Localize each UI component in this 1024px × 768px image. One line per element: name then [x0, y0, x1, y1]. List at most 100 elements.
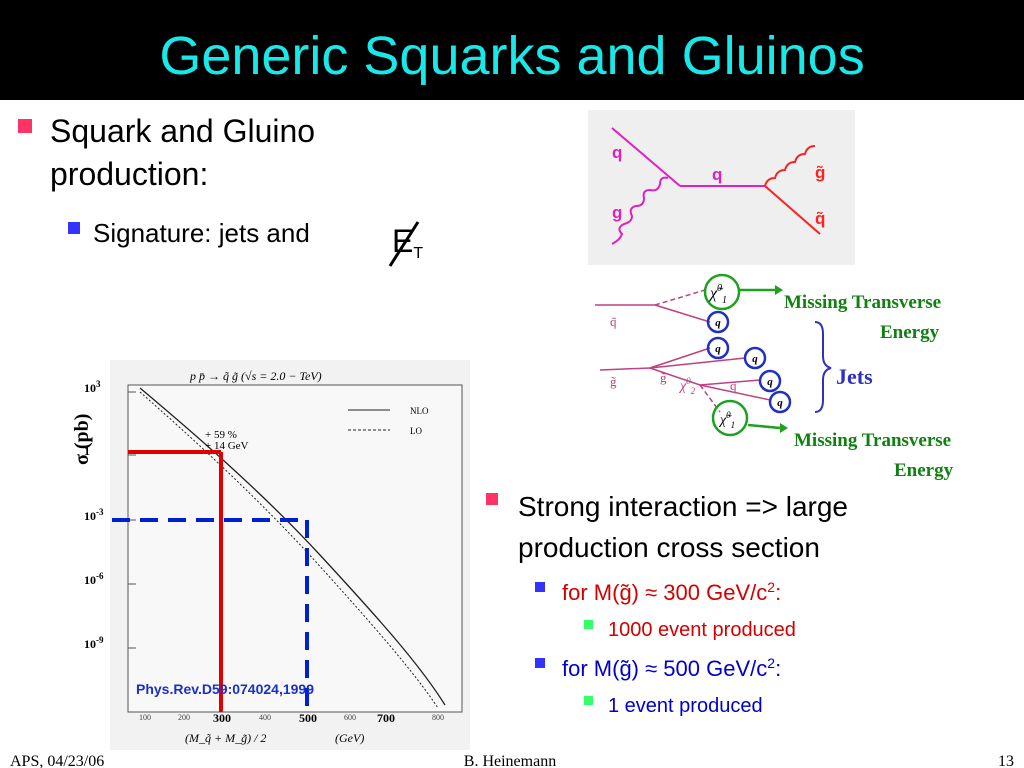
annotation: Missing Transverse [794, 430, 951, 451]
title-bar [0, 0, 1024, 100]
particle-label: g̃ [660, 370, 667, 385]
diagram-label: q [612, 143, 622, 162]
arrow [747, 423, 781, 430]
y-axis-label: σ (pb) [71, 414, 93, 465]
x-axis-label: (M_q̃ + M_g̃) / 2 [185, 731, 266, 745]
chi-sub: 2 [691, 386, 696, 396]
decay-line [699, 384, 771, 401]
bullet-text: production: [50, 156, 208, 192]
chi-sup: 0 [717, 283, 722, 294]
reference: Phys.Rev.D59:074024,1999 [136, 681, 314, 697]
quark-circle [706, 336, 730, 360]
chi-circle [703, 273, 741, 311]
item-main: for M(g̃) ≈ 500 GeV/c [562, 656, 767, 681]
quark-label: q [777, 397, 783, 409]
y-tick-label: 103 [84, 379, 101, 395]
y-tick-label: 10-9 [84, 635, 104, 651]
chi-sub: 1 [731, 420, 736, 430]
decay-line [654, 289, 706, 306]
bullet-icon [584, 620, 593, 629]
arrow-head [780, 423, 788, 433]
squark-line [764, 185, 821, 235]
plot-note: + 14 GeV [205, 440, 249, 452]
x-tick-label: 300 [213, 711, 231, 725]
quark-label: q [767, 376, 773, 388]
decay-line [699, 379, 761, 386]
diagram-label: g̃ [815, 163, 825, 182]
slash [388, 221, 420, 267]
bullet-icon [535, 658, 545, 668]
y-tick-label: 10-6 [84, 571, 104, 587]
quark-circle [706, 310, 730, 334]
diagram-label: g [612, 203, 622, 222]
tick-base: 10 [84, 509, 96, 523]
particle-label: q̃ [610, 314, 617, 329]
chi-sup: 0 [686, 376, 691, 386]
feynman-diagram: q g q g̃ q̃ [588, 110, 855, 265]
x-tick-label: 700 [377, 711, 395, 725]
x-minor-label: 400 [259, 713, 271, 722]
bullet-text: Squark and Gluino [50, 113, 315, 149]
tick-base: 10 [84, 381, 96, 395]
x-ticks: 300 500 700 100 200 400 600 800 [139, 711, 444, 725]
x-minor-label: 200 [178, 713, 190, 722]
diagram-label: q̃ [815, 209, 825, 228]
bullet-text: Strong interaction => large [518, 491, 848, 522]
sub-bullet-text: Signature: jets and [93, 218, 310, 248]
item-sup: 2 [767, 655, 775, 671]
footer-center: B. Heinemann [464, 753, 556, 768]
annotation: Energy [894, 460, 954, 481]
legend-label: LO [410, 426, 422, 436]
legend-label: NLO [410, 406, 429, 416]
chi-sub: 1 [722, 295, 727, 306]
quark-line [611, 127, 681, 187]
footer-left: APS, 04/23/06 [10, 753, 104, 768]
y-tick-label: 1 [84, 444, 90, 458]
chi-label: χ̃01 [708, 283, 727, 306]
quark-label: q [715, 343, 721, 355]
plot-frame [127, 384, 463, 713]
bullet-icon [535, 582, 545, 592]
bullet-text: production cross section [518, 532, 820, 563]
item-text: for M(g̃) ≈ 300 GeV/c2: [562, 579, 781, 605]
chi-label: χ̃02 [678, 376, 696, 396]
gluino-line [764, 145, 816, 187]
missing-et: ET [392, 223, 423, 262]
footer-right: 13 [998, 753, 1014, 768]
gluon-line [611, 176, 669, 245]
diagram-bg [588, 110, 855, 265]
decay-line [649, 367, 701, 386]
x-tick-label: 500 [299, 711, 317, 725]
tick-base: 10 [84, 573, 96, 587]
arrow-head [775, 285, 783, 295]
item-main: for M(g̃) ≈ 300 GeV/c [562, 580, 767, 605]
decay-line [649, 347, 711, 369]
particle-label: g̃ [610, 374, 617, 389]
brace [814, 321, 832, 413]
x-minor-label: 100 [139, 713, 151, 722]
nlo-curve [139, 387, 446, 706]
chi-sup: 0 [726, 410, 731, 420]
plot-formula: p p̄ → q̃ g̃ (√s = 2.0 − TeV) [189, 369, 322, 383]
symbol-sub: T [413, 245, 423, 262]
bullet-icon [18, 119, 32, 133]
tick-exp: -9 [96, 635, 104, 645]
decay-line [599, 367, 651, 371]
quark-label: q [752, 353, 758, 365]
decay-line [649, 357, 746, 369]
annotation: Jets [836, 364, 873, 389]
tick-exp: -3 [96, 507, 104, 517]
bullet-icon [584, 696, 593, 705]
item-list: for M(g̃) ≈ 300 GeV/c2:1000 event produc… [535, 579, 796, 717]
annotation: Energy [880, 322, 940, 343]
tick-base: 1 [84, 444, 90, 458]
quark-circle [768, 390, 792, 414]
quark-label: q [715, 317, 721, 329]
x-minor-label: 600 [344, 713, 356, 722]
chi-circle [711, 399, 749, 437]
